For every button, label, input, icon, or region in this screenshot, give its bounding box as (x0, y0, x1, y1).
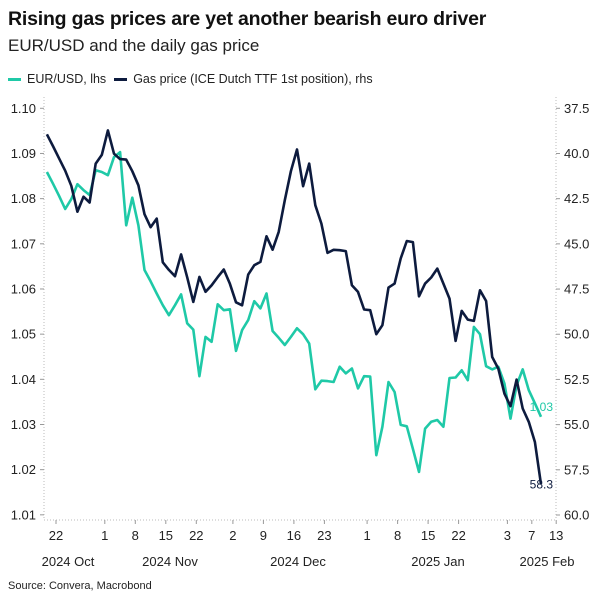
left-tick-label: 1.06 (11, 281, 36, 296)
chart-subtitle: EUR/USD and the daily gas price (8, 36, 260, 55)
x-tick-label: 7 (528, 528, 535, 543)
x-tick-label: 16 (287, 528, 301, 543)
x-month-label: 2025 Feb (520, 554, 575, 569)
x-tick-label: 8 (132, 528, 139, 543)
chart-title: Rising gas prices are yet another bearis… (8, 8, 487, 30)
right-tick-label: 50.0 (564, 327, 589, 342)
x-tick-label: 8 (394, 528, 401, 543)
left-tick-label: 1.07 (11, 236, 36, 251)
right-tick-label: 52.5 (564, 372, 589, 387)
left-tick-label: 1.01 (11, 507, 36, 522)
x-tick-label: 23 (317, 528, 331, 543)
gas-last-value-label: 58.3 (530, 477, 554, 491)
right-tick-label: 47.5 (564, 282, 589, 297)
right-tick-label: 40.0 (564, 146, 589, 161)
source-note: Source: Convera, Macrobond (8, 580, 152, 592)
right-tick-label: 37.5 (564, 101, 589, 116)
x-month-label: 2024 Dec (270, 554, 326, 569)
x-tick-label: 2 (229, 528, 236, 543)
left-tick-label: 1.10 (11, 101, 36, 116)
left-tick-label: 1.03 (11, 417, 36, 432)
left-tick-label: 1.09 (11, 146, 36, 161)
x-month-label: 2024 Oct (42, 554, 95, 569)
x-month-label: 2024 Nov (142, 554, 198, 569)
legend-label-eurusd: EUR/USD, lhs (27, 72, 107, 86)
right-tick-label: 55.0 (564, 417, 589, 432)
eurusd-line (45, 150, 543, 474)
x-tick-label: 22 (189, 528, 203, 543)
legend: EUR/USD, lhs Gas price (ICE Dutch TTF 1s… (8, 72, 373, 86)
x-tick-label: 9 (260, 528, 267, 543)
x-tick-label: 3 (504, 528, 511, 543)
right-tick-label: 42.5 (564, 191, 589, 206)
x-month-label: 2025 Jan (411, 554, 465, 569)
x-tick-label: 15 (421, 528, 435, 543)
x-tick-label: 22 (49, 528, 63, 543)
right-tick-label: 60.0 (564, 508, 589, 523)
x-tick-label: 22 (451, 528, 465, 543)
x-tick-label: 1 (101, 528, 108, 543)
legend-label-gas: Gas price (ICE Dutch TTF 1st position), … (133, 72, 373, 86)
x-tick-label: 13 (549, 528, 563, 543)
legend-swatch-eurusd (8, 77, 21, 81)
legend-swatch-gas (114, 77, 128, 81)
gas-price-line (45, 129, 543, 485)
left-tick-label: 1.02 (11, 462, 36, 477)
eurusd-last-value-label: 1.03 (530, 400, 554, 414)
right-tick-label: 45.0 (564, 236, 589, 251)
x-tick-label: 15 (159, 528, 173, 543)
left-tick-label: 1.04 (11, 372, 36, 387)
left-tick-label: 1.08 (11, 191, 36, 206)
left-tick-label: 1.05 (11, 327, 36, 342)
x-tick-label: 1 (363, 528, 370, 543)
right-tick-label: 57.5 (564, 462, 589, 477)
